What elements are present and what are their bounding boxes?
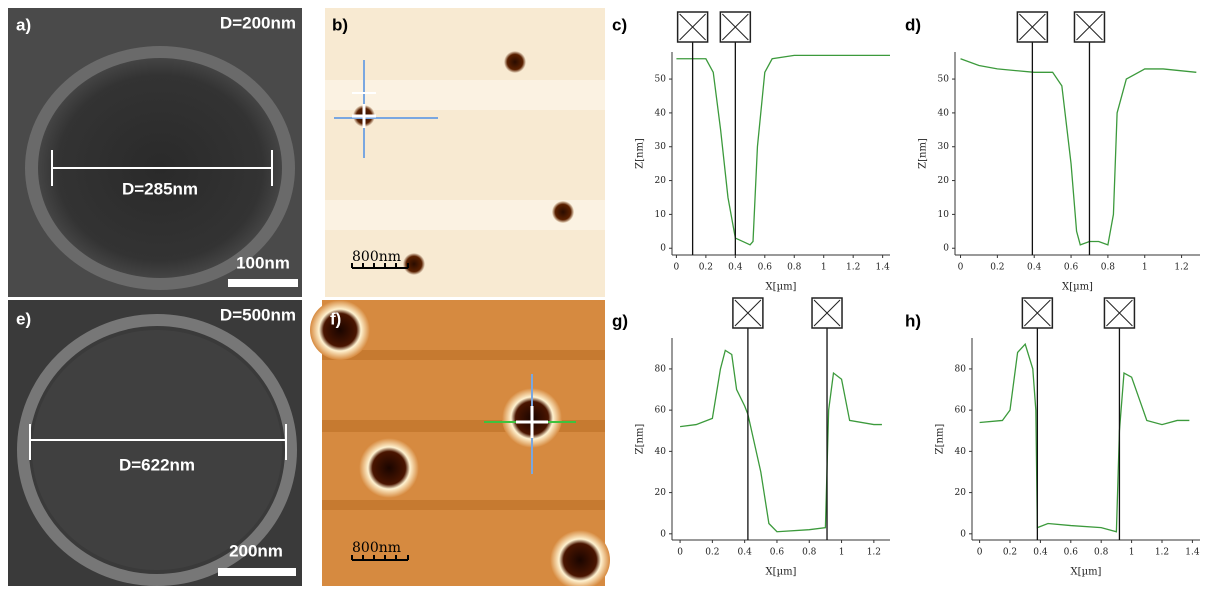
x-tick-label: 0.4 bbox=[738, 548, 753, 558]
scale-label: 100nm bbox=[236, 253, 290, 272]
x-tick-label: 0 bbox=[674, 263, 680, 273]
x-tick-label: 0.6 bbox=[758, 263, 773, 273]
y-tick-label: 20 bbox=[955, 488, 967, 498]
y-axis-label: Z[nm] bbox=[918, 138, 929, 169]
x-tick-label: 0.6 bbox=[770, 548, 785, 558]
cursor-handle-cross bbox=[679, 13, 706, 41]
y-tick-label: 0 bbox=[660, 529, 666, 539]
y-tick-label: 20 bbox=[655, 176, 667, 186]
panel-label: e) bbox=[16, 309, 31, 328]
x-axis-label: X[µm] bbox=[766, 567, 797, 578]
x-axis-label: X[µm] bbox=[1062, 282, 1093, 293]
x-tick-label: 0.2 bbox=[990, 263, 1004, 273]
profile-chart: c) 0 10 20 30 40 50 0 0.2 0.4 0.6 0.8 1 1.2 1.4 X[µm] Z[… bbox=[612, 11, 890, 293]
y-tick-label: 50 bbox=[655, 75, 667, 85]
x-tick-label: 0.4 bbox=[1033, 548, 1048, 558]
y-tick-label: 10 bbox=[655, 210, 667, 220]
panel-f: f) 800nm bbox=[310, 300, 610, 590]
x-tick-label: 0.4 bbox=[1027, 263, 1042, 273]
y-tick-label: 0 bbox=[660, 244, 666, 254]
y-tick-label: 40 bbox=[655, 447, 667, 457]
panel-a: a) D=200nm D=285nm 100nm bbox=[8, 8, 302, 297]
x-tick-label: 1.2 bbox=[1174, 263, 1188, 273]
measure-label: D=622nm bbox=[119, 455, 195, 474]
panel-label: g) bbox=[612, 311, 628, 330]
y-tick-label: 60 bbox=[955, 406, 967, 416]
x-tick-label: 1.4 bbox=[1185, 548, 1200, 558]
y-tick-label: 40 bbox=[655, 108, 667, 118]
panel-label: h) bbox=[905, 311, 921, 330]
y-tick-label: 80 bbox=[655, 364, 667, 374]
y-tick-label: 0 bbox=[960, 529, 966, 539]
y-tick-label: 40 bbox=[938, 108, 950, 118]
y-axis-label: Z[nm] bbox=[635, 424, 646, 455]
x-tick-label: 0.2 bbox=[705, 548, 719, 558]
x-tick-label: 1.2 bbox=[846, 263, 860, 273]
y-tick-label: 40 bbox=[955, 447, 967, 457]
panel-label: d) bbox=[905, 15, 921, 34]
y-tick-label: 30 bbox=[938, 142, 950, 152]
cursor-handle-cross bbox=[1106, 299, 1133, 327]
panel-label: c) bbox=[612, 15, 627, 34]
x-axis-label: X[µm] bbox=[766, 282, 797, 293]
profile-chart: g) 0 20 40 60 80 0 0.2 0.4 0.6 0.8 1 1.2 X[µm] Z[nm] bbox=[612, 297, 890, 578]
panel-e: e) D=500nm D=622nm 200nm bbox=[8, 300, 302, 586]
cursor-handle-cross bbox=[1019, 13, 1046, 41]
y-axis-label: Z[nm] bbox=[635, 138, 646, 169]
profile-chart: h) 0 20 40 60 80 0 0.2 0.4 0.6 0.8 1 1.2 1.4 X[µm] Z[nm… bbox=[905, 297, 1200, 578]
x-tick-label: 1.2 bbox=[867, 548, 881, 558]
y-tick-label: 20 bbox=[938, 176, 950, 186]
x-tick-label: 0 bbox=[977, 548, 983, 558]
cursor-handle-cross bbox=[721, 13, 749, 41]
x-tick-label: 0.8 bbox=[802, 548, 817, 558]
y-tick-label: 20 bbox=[655, 488, 667, 498]
profile-line bbox=[676, 54, 890, 246]
x-tick-label: 1.2 bbox=[1155, 548, 1169, 558]
profile-chart: d) 0 10 20 30 40 50 0 0.2 0.4 0.6 0.8 1 1.2 X[µm] Z[nm] bbox=[905, 11, 1200, 293]
cursor-handle-cross bbox=[734, 299, 762, 327]
profile-line bbox=[679, 349, 882, 533]
x-tick-label: 0.6 bbox=[1064, 263, 1079, 273]
panel-label: b) bbox=[332, 15, 348, 34]
y-tick-label: 80 bbox=[955, 364, 967, 374]
y-tick-label: 50 bbox=[938, 75, 950, 85]
x-axis-label: X[µm] bbox=[1071, 567, 1102, 578]
x-tick-label: 0 bbox=[677, 548, 683, 558]
x-tick-label: 1 bbox=[839, 548, 845, 558]
diameter-label: D=200nm bbox=[220, 13, 296, 32]
x-tick-label: 0.2 bbox=[1003, 548, 1017, 558]
x-tick-label: 0.4 bbox=[728, 263, 743, 273]
x-tick-label: 0.8 bbox=[787, 263, 802, 273]
y-tick-label: 60 bbox=[655, 406, 667, 416]
measure-label: D=285nm bbox=[122, 179, 198, 198]
panel-label: a) bbox=[16, 15, 31, 34]
x-tick-label: 0.8 bbox=[1094, 548, 1109, 558]
panel-label: f) bbox=[330, 309, 341, 328]
panel-b: b) 800nm bbox=[325, 8, 605, 297]
profile-line bbox=[979, 342, 1190, 533]
profile-line bbox=[960, 58, 1197, 246]
cursor-handle-cross bbox=[1076, 13, 1103, 41]
x-tick-label: 0.6 bbox=[1064, 548, 1079, 558]
x-tick-label: 1 bbox=[821, 263, 827, 273]
x-tick-label: 0.2 bbox=[699, 263, 713, 273]
diameter-label: D=500nm bbox=[220, 305, 296, 324]
y-tick-label: 30 bbox=[655, 142, 667, 152]
x-tick-label: 0 bbox=[958, 263, 964, 273]
scale-label: 800nm bbox=[352, 540, 401, 556]
scale-label: 200nm bbox=[229, 541, 283, 560]
y-tick-label: 0 bbox=[943, 244, 949, 254]
y-tick-label: 10 bbox=[938, 210, 950, 220]
scale-label: 800nm bbox=[352, 249, 401, 265]
x-tick-label: 1 bbox=[1142, 263, 1148, 273]
cursor-handle-cross bbox=[813, 299, 841, 327]
x-tick-label: 1 bbox=[1129, 548, 1135, 558]
x-tick-label: 1.4 bbox=[875, 263, 890, 273]
y-axis-label: Z[nm] bbox=[935, 424, 946, 455]
cursor-handle-cross bbox=[1024, 299, 1051, 327]
x-tick-label: 0.8 bbox=[1101, 263, 1116, 273]
